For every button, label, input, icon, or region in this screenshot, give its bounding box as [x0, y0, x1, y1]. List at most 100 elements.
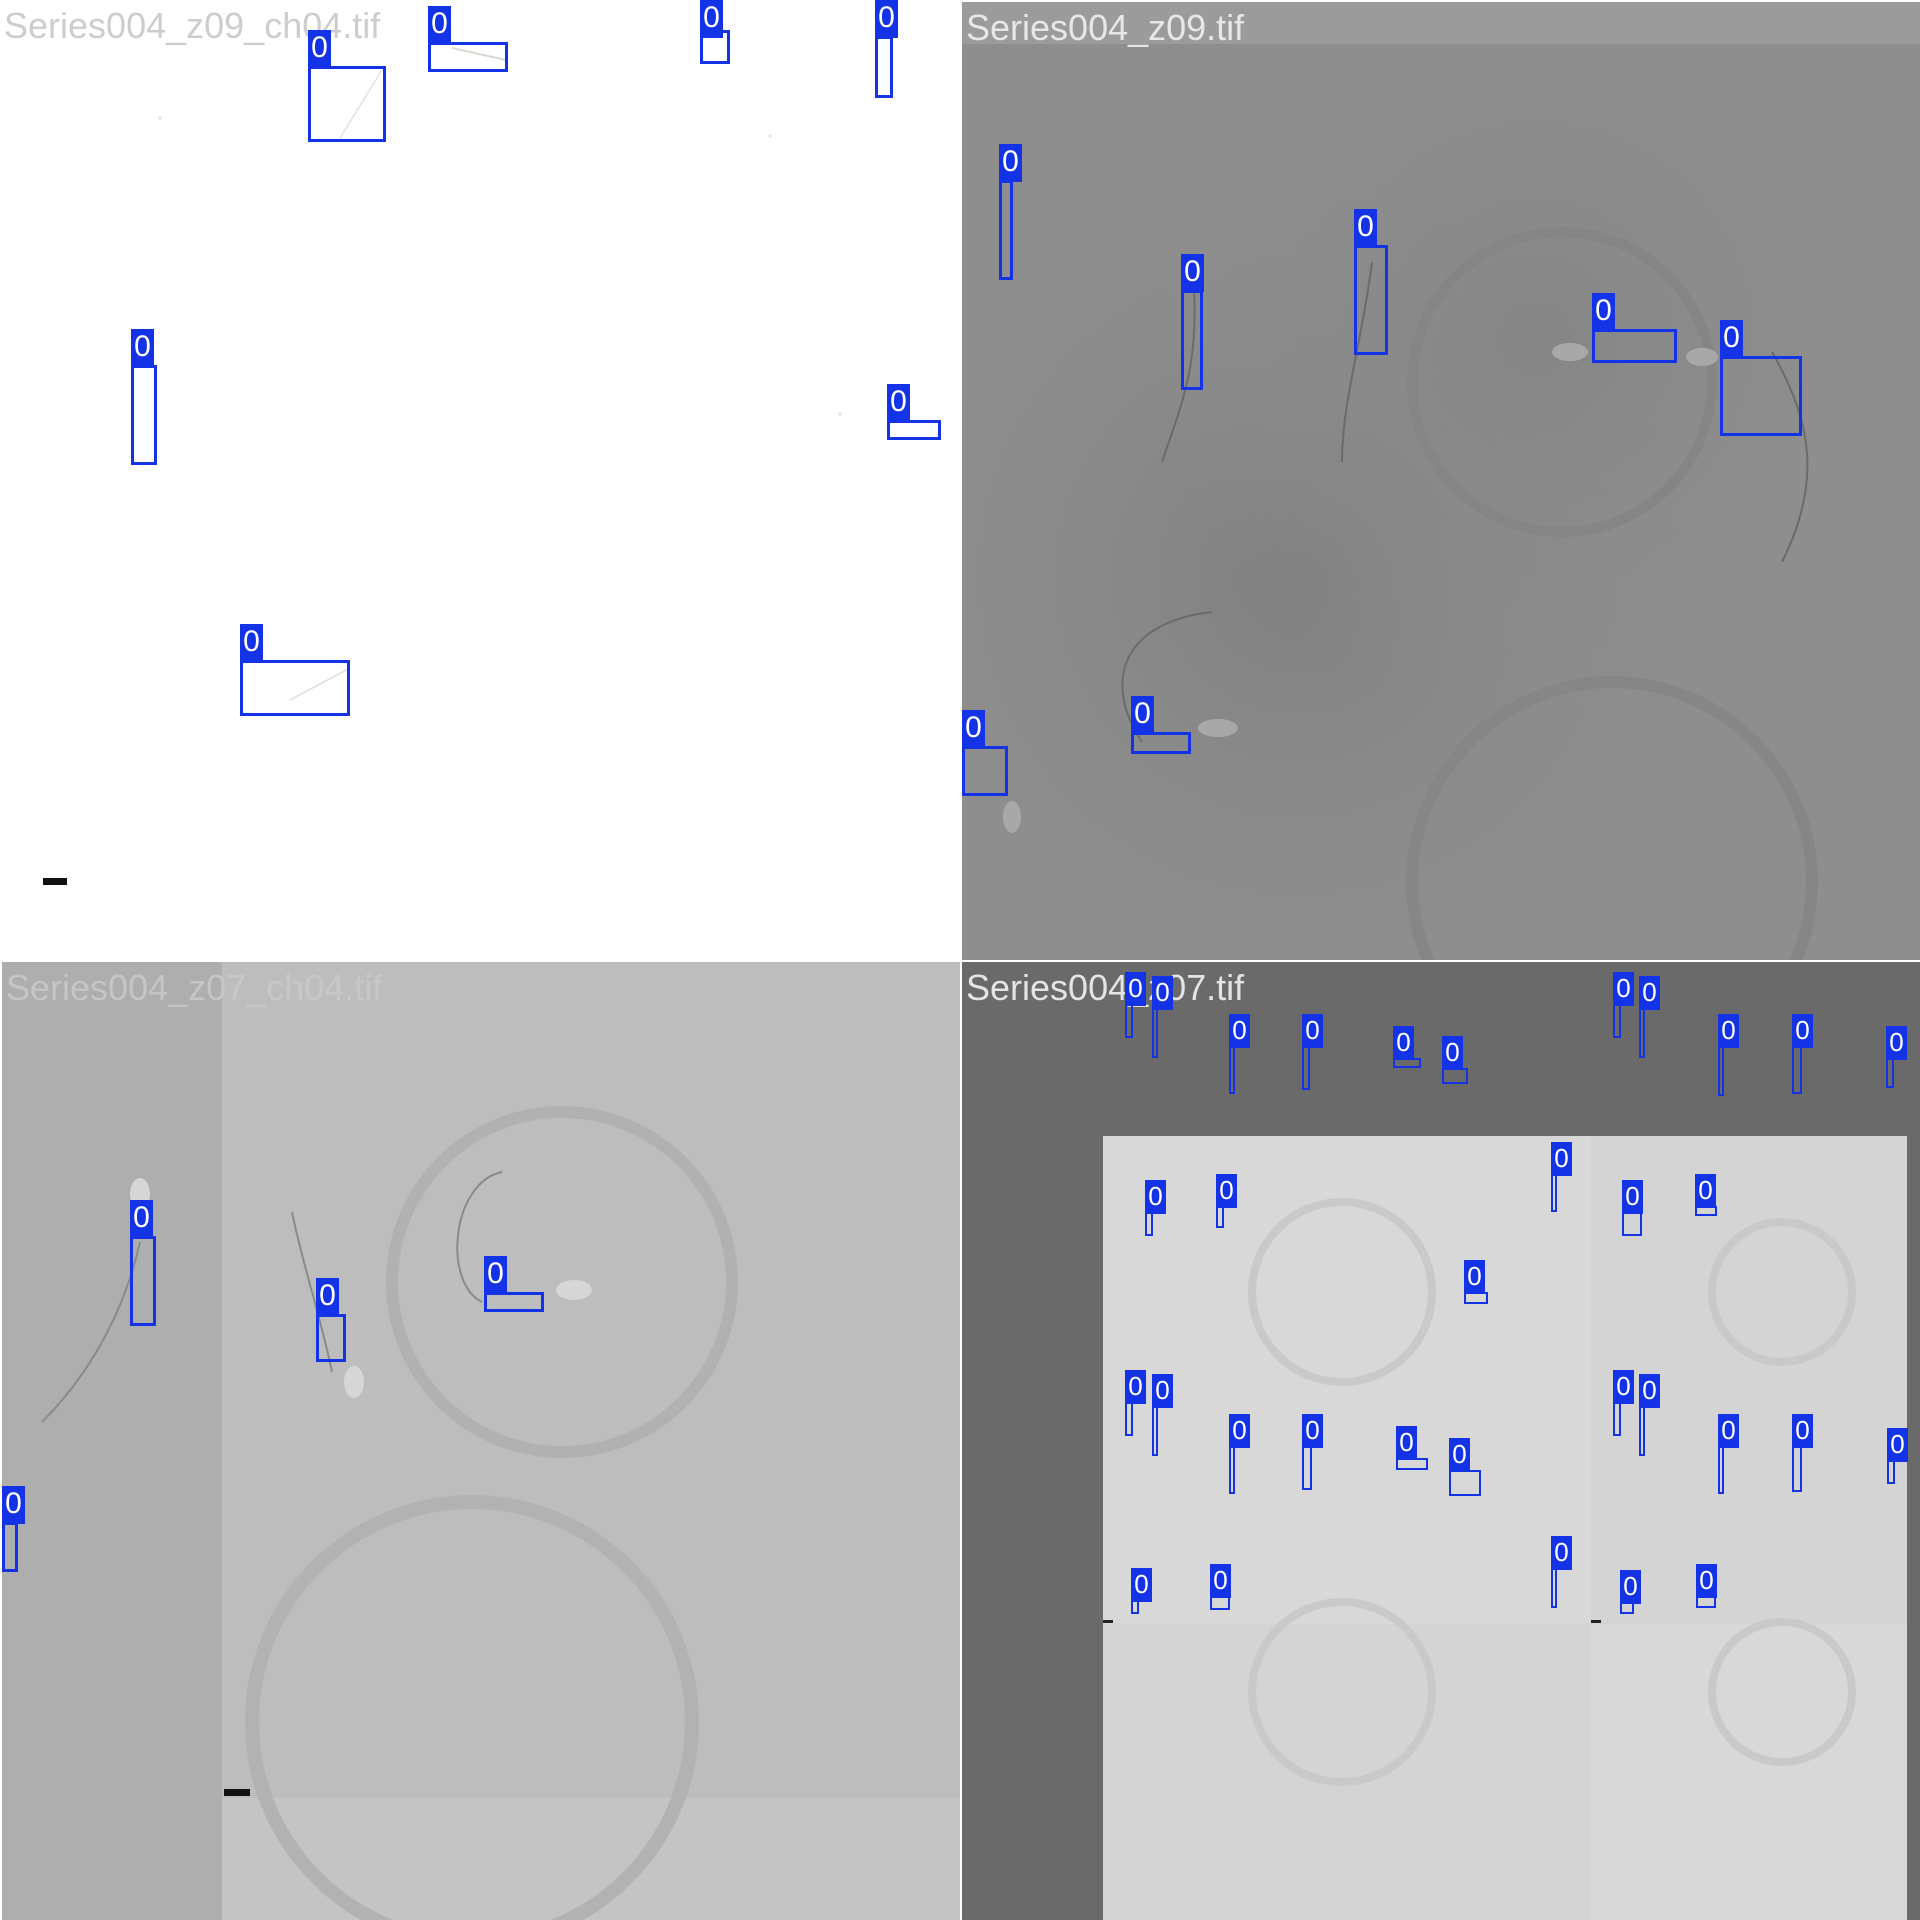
mosaic-subpanel	[1591, 1624, 1907, 1920]
detection-class-label: 0	[1886, 1026, 1907, 1060]
detection-box	[1216, 1206, 1224, 1228]
detection-box	[1229, 1046, 1235, 1094]
detection-class-label: 0	[1718, 1014, 1739, 1048]
detection-class-label: 0	[1131, 1568, 1152, 1602]
detection-class-label: 0	[1125, 972, 1146, 1006]
detection-box	[1613, 1004, 1621, 1038]
detection-box	[308, 66, 386, 142]
detection-box	[1639, 1406, 1645, 1456]
detection-class-label: 0	[1792, 1414, 1813, 1448]
detection-class-label: 0	[1145, 1180, 1166, 1214]
detection-box	[316, 1314, 346, 1362]
detection-class-label: 0	[1152, 1374, 1173, 1408]
detection-class-label: 0	[1613, 972, 1634, 1006]
detection-class-label: 0	[240, 624, 263, 662]
micrograph-background	[0, 0, 960, 960]
detection-class-label: 0	[1622, 1180, 1643, 1214]
detection-class-label: 0	[130, 1200, 153, 1238]
detection-class-label: 0	[1695, 1174, 1716, 1208]
detection-box	[1152, 1406, 1158, 1456]
detection-class-label: 0	[1393, 1026, 1414, 1060]
detection-class-label: 0	[875, 0, 898, 38]
detection-box	[1622, 1212, 1642, 1236]
micrograph-texture	[1103, 1198, 1856, 1786]
detection-box	[1886, 1058, 1894, 1088]
detection-class-label: 0	[1210, 1564, 1231, 1598]
detection-class-label: 0	[1181, 254, 1204, 292]
scale-bar	[224, 1789, 250, 1796]
detection-box	[1181, 290, 1203, 390]
detection-box	[1229, 1446, 1235, 1494]
detection-class-label: 0	[1125, 1370, 1146, 1404]
detection-box	[875, 36, 893, 98]
detection-box	[1131, 1600, 1139, 1614]
detection-box	[1152, 1008, 1158, 1058]
detection-class-label: 0	[1718, 1414, 1739, 1448]
detection-class-label: 0	[1464, 1260, 1485, 1294]
detection-box	[1639, 1008, 1645, 1058]
detection-box	[1302, 1046, 1310, 1090]
detection-box	[1887, 1460, 1895, 1484]
detection-class-label: 0	[887, 384, 910, 422]
detection-class-label: 0	[1302, 1414, 1323, 1448]
detection-class-label: 0	[1302, 1014, 1323, 1048]
detection-class-label: 0	[1449, 1438, 1470, 1472]
detection-box	[1449, 1470, 1481, 1496]
detection-box	[1442, 1068, 1468, 1084]
detection-class-label: 0	[1396, 1426, 1417, 1460]
detection-class-label: 0	[1696, 1564, 1717, 1598]
detection-box	[428, 42, 508, 72]
detection-class-label: 0	[316, 1278, 339, 1316]
detection-box	[130, 1236, 156, 1326]
detection-box	[240, 660, 350, 716]
detection-class-label: 0	[484, 1256, 507, 1294]
detection-box	[484, 1292, 544, 1312]
detection-box	[2, 1522, 18, 1572]
image-tile-z09: Series004_z09.tif 0 0 0 0 0 0 0	[962, 2, 1920, 960]
mosaic-subpanel	[1103, 1624, 1591, 1920]
detection-class-label: 0	[1887, 1428, 1908, 1462]
detection-class-label: 0	[1620, 1570, 1641, 1604]
micrograph-texture	[962, 2, 1920, 960]
detection-box	[1792, 1046, 1802, 1094]
detection-class-label: 0	[308, 30, 331, 68]
detection-class-label: 0	[1442, 1036, 1463, 1070]
detection-class-label: 0	[1613, 1370, 1634, 1404]
detection-class-label: 0	[1792, 1014, 1813, 1048]
detection-class-label: 0	[428, 6, 451, 44]
detection-class-label: 0	[1152, 976, 1173, 1010]
image-filename: Series004_z07_ch04.tif	[6, 967, 383, 1008]
image-filename: Series004_z07.tif	[966, 967, 1245, 1008]
detection-box	[1718, 1446, 1724, 1494]
detection-box	[1613, 1402, 1621, 1436]
detection-box	[1354, 245, 1388, 355]
detection-box	[1718, 1046, 1724, 1096]
detection-class-label: 0	[131, 329, 154, 367]
detection-class-label: 0	[1720, 320, 1743, 358]
image-filename: Series004_z09.tif	[966, 7, 1245, 48]
micrograph-background	[962, 962, 1920, 1920]
detection-class-label: 0	[700, 0, 723, 38]
detection-box	[1551, 1174, 1557, 1212]
detection-box	[1302, 1446, 1312, 1490]
detection-class-label: 0	[1229, 1414, 1250, 1448]
micrograph-background	[962, 2, 1920, 960]
detection-box	[131, 365, 157, 465]
detection-box	[1210, 1596, 1230, 1610]
detection-box	[962, 746, 1008, 796]
detection-box	[1720, 356, 1802, 436]
micrograph-background	[2, 962, 960, 1920]
detection-class-label: 0	[1229, 1014, 1250, 1048]
detection-class-label: 0	[1551, 1536, 1572, 1570]
detection-class-label: 0	[1216, 1174, 1237, 1208]
detection-box	[1131, 732, 1191, 754]
detection-class-label: 0	[1131, 696, 1154, 734]
detection-class-label: 0	[962, 710, 985, 748]
scale-bar	[43, 878, 67, 885]
detection-box	[999, 180, 1013, 280]
detection-class-label: 0	[1639, 976, 1660, 1010]
detection-box	[1145, 1212, 1153, 1236]
